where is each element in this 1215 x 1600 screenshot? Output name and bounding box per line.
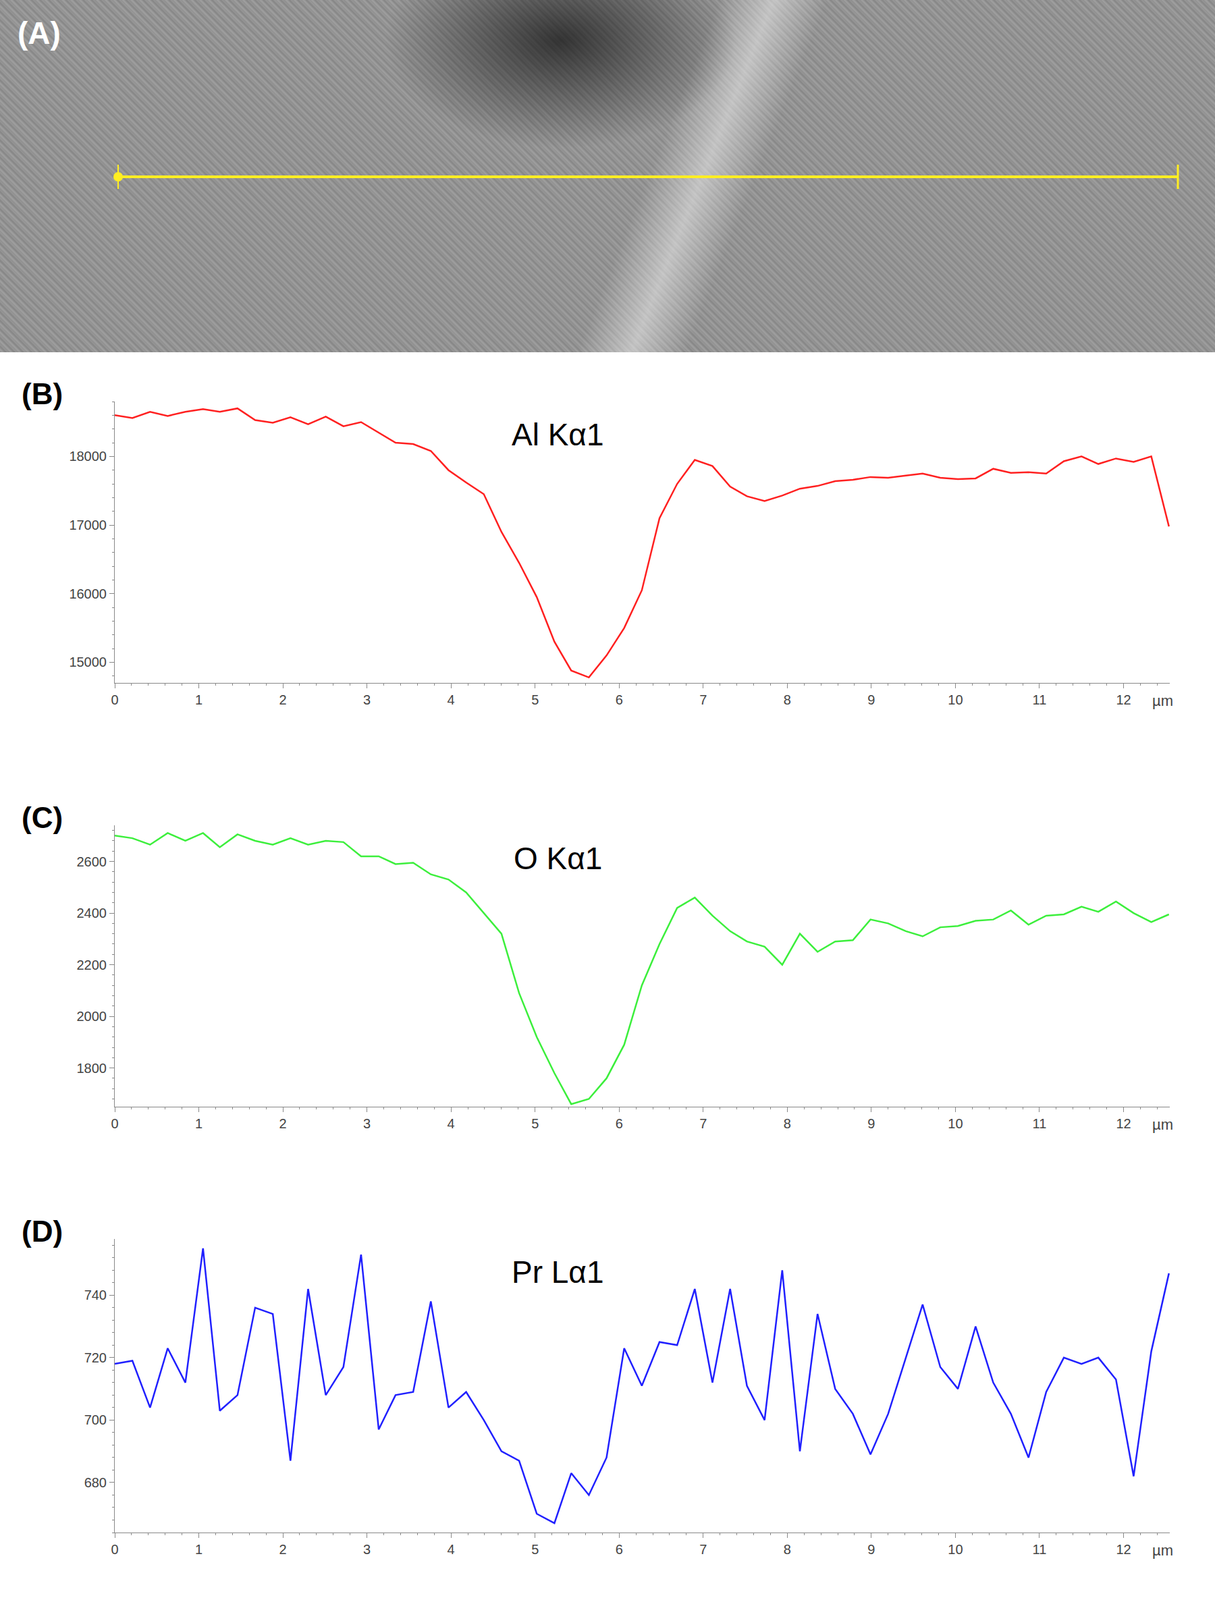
svg-text:7: 7	[699, 1116, 707, 1132]
svg-text:µm: µm	[1152, 692, 1174, 710]
svg-text:10: 10	[947, 1542, 963, 1558]
svg-text:2200: 2200	[76, 957, 108, 973]
svg-text:2: 2	[279, 692, 287, 708]
svg-text:7: 7	[699, 1542, 707, 1558]
svg-text:6: 6	[615, 1542, 624, 1558]
svg-text:µm: µm	[1152, 1542, 1174, 1560]
svg-text:3: 3	[363, 692, 371, 708]
svg-text:9: 9	[867, 1116, 875, 1132]
svg-text:8: 8	[783, 1116, 792, 1132]
svg-text:12: 12	[1115, 1116, 1131, 1132]
svg-text:6: 6	[615, 692, 624, 708]
svg-text:0: 0	[110, 692, 119, 708]
svg-text:0: 0	[110, 1116, 119, 1132]
svg-text:Pr Lα1: Pr Lα1	[511, 1254, 605, 1290]
svg-text:10: 10	[947, 1116, 963, 1132]
svg-text:1: 1	[195, 692, 203, 708]
svg-text:18000: 18000	[68, 448, 107, 464]
svg-text:2600: 2600	[76, 854, 108, 870]
svg-text:1: 1	[195, 1542, 203, 1558]
svg-text:15000: 15000	[68, 654, 107, 670]
svg-text:740: 740	[84, 1287, 107, 1303]
svg-text:6: 6	[615, 1116, 624, 1132]
svg-text:4: 4	[447, 1542, 455, 1558]
svg-text:(D): (D)	[21, 1215, 63, 1249]
svg-text:12: 12	[1115, 1542, 1131, 1558]
svg-text:1800: 1800	[76, 1061, 108, 1076]
svg-text:680: 680	[84, 1475, 107, 1491]
svg-text:(C): (C)	[21, 801, 63, 835]
svg-text:4: 4	[447, 1116, 455, 1132]
svg-text:11: 11	[1032, 1542, 1047, 1558]
svg-text:11: 11	[1032, 1116, 1047, 1132]
svg-text:2400: 2400	[76, 905, 108, 921]
svg-text:5: 5	[531, 1542, 539, 1558]
svg-text:17000: 17000	[68, 517, 107, 533]
svg-text:9: 9	[867, 1542, 875, 1558]
svg-text:9: 9	[867, 692, 875, 708]
svg-text:5: 5	[531, 692, 539, 708]
svg-text:8: 8	[783, 1542, 792, 1558]
svg-text:12: 12	[1115, 692, 1131, 708]
svg-text:0: 0	[110, 1542, 119, 1558]
svg-text:3: 3	[363, 1542, 371, 1558]
html-text:(A): (A)	[17, 15, 61, 51]
svg-text:720: 720	[84, 1350, 107, 1366]
svg-text:7: 7	[699, 692, 707, 708]
svg-text:10: 10	[947, 692, 963, 708]
svg-text:3: 3	[363, 1116, 371, 1132]
svg-text:2: 2	[279, 1542, 287, 1558]
svg-text:Al Kα1: Al Kα1	[511, 417, 605, 453]
svg-text:O Kα1: O Kα1	[513, 841, 603, 877]
svg-text:(B): (B)	[21, 377, 63, 411]
svg-text:2: 2	[279, 1116, 287, 1132]
svg-text:5: 5	[531, 1116, 539, 1132]
svg-text:2000: 2000	[76, 1009, 108, 1024]
svg-text:8: 8	[783, 692, 792, 708]
svg-text:4: 4	[447, 692, 455, 708]
svg-text:16000: 16000	[68, 586, 107, 602]
svg-text:1: 1	[195, 1116, 203, 1132]
svg-text:11: 11	[1032, 692, 1047, 708]
svg-text:700: 700	[84, 1412, 107, 1428]
svg-text:µm: µm	[1152, 1116, 1174, 1134]
